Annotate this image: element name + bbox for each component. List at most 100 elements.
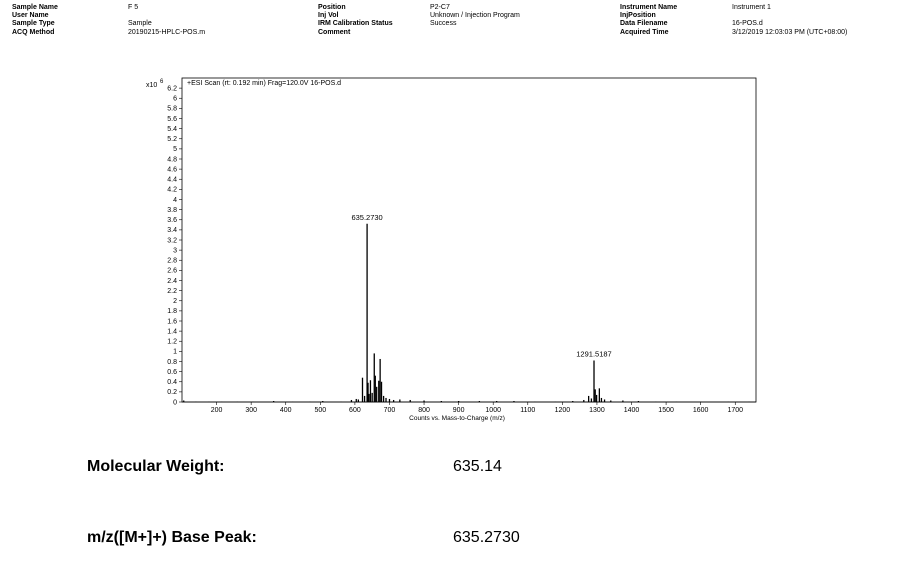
metadata-label: InjPosition [620, 12, 656, 20]
x-tick-label: 700 [384, 407, 396, 414]
x-tick-label: 1700 [727, 407, 743, 414]
y-tick-label: 1 [173, 349, 177, 356]
plot-frame [181, 77, 757, 403]
metadata-label: Position [318, 4, 346, 11]
y-tick-label: 5.4 [167, 126, 177, 133]
metadata-label: ACQ Method [12, 28, 55, 36]
base-peak-value: 635.2730 [453, 529, 520, 546]
metadata-value: F 5 [128, 4, 139, 11]
molecular-weight-label: Molecular Weight: [87, 458, 225, 475]
peak-labels: 635.2730 1291.5187 [351, 213, 611, 359]
y-tick-label: 4 [173, 197, 177, 204]
x-tick-label: 1500 [658, 407, 674, 414]
x-tick-label: 400 [280, 407, 292, 414]
peak-label: 635.2730 [351, 213, 382, 222]
metadata-value: 16-POS.d [732, 20, 763, 28]
y-tick-label: 2.4 [167, 278, 177, 285]
x-tick-label: 500 [314, 407, 326, 414]
x-tick-label: 300 [245, 407, 257, 414]
y-tick-label: 0.2 [167, 389, 177, 396]
y-tick-label: 3.6 [167, 217, 177, 224]
y-tick-label: 1.8 [167, 308, 177, 315]
peak-label: 1291.5187 [576, 349, 611, 358]
y-tick-label: 0 [173, 399, 177, 406]
metadata-label: IRM Calibration Status [318, 20, 393, 28]
x-tick-label: 800 [418, 407, 430, 414]
x-tick-label: 1200 [555, 407, 571, 414]
y-tick-label: 6 [173, 96, 177, 103]
y-tick-label: 1.2 [167, 339, 177, 346]
x-tick-label: 600 [349, 407, 361, 414]
metadata-row: Data Filename 16-POS.d [620, 20, 847, 28]
x-tick-label: 1100 [520, 407, 535, 414]
y-tick-label: 0.4 [167, 379, 177, 386]
metadata-label: Sample Name [12, 4, 58, 11]
y-tick-label: 2.8 [167, 258, 177, 265]
y-tick-label: 4.2 [167, 187, 177, 194]
chart-title: +ESI Scan (rt: 0.192 min) Frag=120.0V 16… [187, 80, 341, 87]
y-tick-label: 3.2 [167, 237, 177, 244]
metadata-label: Comment [318, 28, 351, 36]
y-tick-label: 1.4 [167, 328, 177, 335]
metadata-value: 20190215-HPLC-POS.m [128, 28, 206, 36]
metadata-row: Sample Name F 5 [12, 4, 205, 12]
x-tick-label: 1400 [624, 407, 640, 414]
y-tick-label: 5.6 [167, 116, 177, 123]
x-tick-label: 1600 [693, 407, 709, 414]
metadata-label: Inj Vol [318, 12, 339, 20]
metadata-value: Sample [128, 20, 152, 28]
metadata-value: Success [430, 20, 457, 28]
metadata-value: 3/12/2019 12:03:03 PM (UTC+08:00) [732, 28, 848, 36]
x-tick-label: 1300 [589, 407, 605, 414]
metadata-row: Position P2-C7 [318, 4, 520, 12]
x-tick-label: 900 [453, 407, 465, 414]
spectrum-peaks [183, 223, 750, 402]
y-tick-label: 2 [173, 298, 177, 305]
metadata-row: Acquired Time 3/12/2019 12:03:03 PM (UTC+… [620, 29, 847, 37]
metadata-row: InjPosition [620, 12, 847, 20]
y-tick-label: 2.6 [167, 268, 177, 275]
metadata-row: Comment [318, 29, 520, 37]
y-tick-label: 4.6 [167, 166, 177, 173]
y-tick-label: 1.6 [167, 318, 177, 325]
metadata-value: P2-C7 [430, 4, 450, 11]
y-tick-label: 4.4 [167, 177, 177, 184]
x-axis-label: Counts vs. Mass-to-Charge (m/z) [409, 415, 505, 422]
y-tick-label: 5 [173, 146, 177, 153]
metadata-column-1: Sample Name F 5 User Name Sample Type Sample… [12, 4, 205, 37]
metadata-column-2: Position P2-C7 Inj Vol Unknown / Injection … [318, 4, 520, 37]
y-exponent: 6 [160, 79, 164, 85]
metadata-label: Data Filename [620, 20, 668, 28]
y-tick-label: 4.8 [167, 156, 177, 163]
y-tick-label: 3 [173, 247, 177, 254]
metadata-row: Sample Type Sample [12, 20, 205, 28]
metadata-row: Inj Vol Unknown / Injection Program [318, 12, 520, 20]
y-tick-label: 5.8 [167, 106, 177, 113]
y-tick-label: 3.4 [167, 227, 177, 234]
y-multiplier: x10 [146, 82, 157, 89]
molecular-weight-value: 635.14 [453, 458, 502, 475]
y-tick-label: 0.8 [167, 359, 177, 366]
y-tick-label: 5.2 [167, 136, 177, 143]
y-tick-label: 6.2 [167, 85, 177, 92]
mass-spectrum-chart: x10 6 +ESI Scan (rt: 0.192 min) Frag=120… [146, 77, 757, 422]
metadata-value: Instrument 1 [732, 4, 771, 11]
y-tick-label: 0.6 [167, 369, 177, 376]
x-tick-label: 200 [211, 407, 223, 414]
metadata-label: User Name [12, 12, 49, 20]
metadata-row: User Name [12, 12, 205, 20]
metadata-label: Instrument Name [620, 4, 678, 11]
metadata-row: ACQ Method 20190215-HPLC-POS.m [12, 29, 205, 37]
metadata-label: Sample Type [12, 20, 55, 28]
metadata-row: IRM Calibration Status Success [318, 20, 520, 28]
x-axis: 200 300 400 500 600 700 800 900 1000 1100 1200 1300… [211, 402, 743, 414]
x-tick-label: 1000 [485, 407, 501, 414]
y-axis: 0 0.2 0.4 0.6 0.8 1 1.2 1.4 1.6 1.8 2 2.2 2.4 2.6 2.8 3… [167, 85, 182, 406]
metadata-column-3: Instrument Name Instrument 1 InjPosition Da… [620, 4, 847, 37]
metadata-row: Instrument Name Instrument 1 [620, 4, 847, 12]
metadata-value: Unknown / Injection Program [430, 12, 520, 20]
y-tick-label: 2.2 [167, 288, 177, 295]
base-peak-label: m/z([M+]+) Base Peak: [87, 529, 257, 546]
metadata-label: Acquired Time [620, 28, 669, 36]
y-tick-label: 3.8 [167, 207, 177, 214]
